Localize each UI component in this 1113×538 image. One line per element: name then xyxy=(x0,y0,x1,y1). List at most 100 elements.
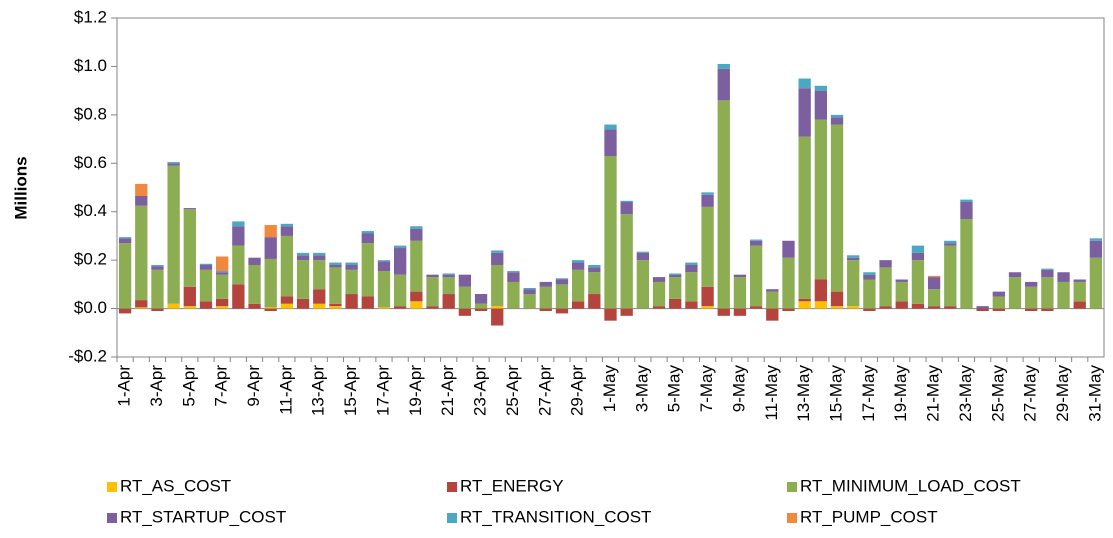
bar-segment xyxy=(749,240,763,246)
bar-segment xyxy=(620,214,633,309)
x-tick-label: 7-May xyxy=(697,365,716,413)
bar-segment xyxy=(733,277,747,309)
bar-segment xyxy=(491,252,504,265)
x-tick-label: 11-May xyxy=(762,365,781,421)
bar-segment xyxy=(717,308,730,316)
bar-segment xyxy=(895,281,908,302)
bar-segment xyxy=(636,251,650,253)
bar-segment xyxy=(216,272,229,275)
bar-segment xyxy=(571,301,585,309)
bar-segment xyxy=(669,274,682,278)
bar-segment xyxy=(555,284,569,309)
x-tick-label: 3-May xyxy=(632,365,651,413)
bar-segment xyxy=(798,88,811,137)
bar-segment xyxy=(911,303,925,309)
legend-swatch xyxy=(107,482,117,492)
bar-segment xyxy=(458,274,472,287)
bar-segment xyxy=(442,294,455,309)
bar-segment xyxy=(701,286,714,307)
bar-segment xyxy=(620,308,633,316)
bar-segment xyxy=(1073,279,1086,282)
bar-segment xyxy=(296,252,310,256)
bar-segment xyxy=(766,291,779,309)
bar-segment xyxy=(669,273,682,275)
x-tick-label: 1-May xyxy=(600,365,619,413)
bar-segment xyxy=(701,206,714,287)
bar-segment xyxy=(798,301,811,309)
bar-segment xyxy=(361,231,374,234)
bar-segment xyxy=(474,294,488,304)
bar-segment xyxy=(264,308,277,311)
x-tick-label: 5-May xyxy=(665,365,684,413)
x-tick-label: 31-May xyxy=(1085,365,1104,422)
legend-swatch xyxy=(107,513,117,523)
bar-segment xyxy=(685,264,698,273)
bar-segment xyxy=(927,289,941,307)
bar-segment xyxy=(588,264,601,268)
bar-segment xyxy=(216,274,229,299)
bar-segment xyxy=(1041,308,1054,311)
bar-segment xyxy=(927,306,941,309)
bar-segment xyxy=(167,165,180,304)
y-tick-label: $1.0 xyxy=(74,56,107,75)
bar-segment xyxy=(814,279,827,302)
bar-segment xyxy=(280,303,294,309)
bar-segment xyxy=(232,284,245,309)
bar-segment xyxy=(652,306,666,309)
bar-segment xyxy=(895,301,908,309)
bar-segment xyxy=(118,243,132,309)
bar-segment xyxy=(329,267,342,304)
bar-segment xyxy=(992,291,1005,297)
bar-segment xyxy=(361,233,374,244)
bar-segment xyxy=(151,266,164,270)
bar-segment xyxy=(798,298,811,302)
bar-segment xyxy=(426,274,439,278)
y-tick-label: $0.6 xyxy=(74,153,107,172)
x-tick-label: 25-May xyxy=(988,365,1007,422)
bar-segment xyxy=(183,208,196,210)
bar-segment xyxy=(588,294,601,309)
bar-segment xyxy=(118,308,132,314)
bar-segment xyxy=(863,308,876,311)
bar-segment xyxy=(927,275,941,278)
bar-segment xyxy=(216,306,229,309)
x-tick-label: 23-May xyxy=(956,365,975,422)
bar-segment xyxy=(555,278,569,280)
x-tick-label: 17-Apr xyxy=(373,365,392,416)
bar-segment xyxy=(361,243,374,297)
bar-segment xyxy=(1089,238,1103,241)
bar-segment xyxy=(377,261,391,272)
bar-segment xyxy=(1008,277,1022,309)
bar-segment xyxy=(1041,277,1054,309)
bar-segment xyxy=(394,248,407,275)
bar-segment xyxy=(863,272,876,275)
bar-segment xyxy=(685,272,698,302)
bar-segment xyxy=(636,252,650,261)
bar-segment xyxy=(442,274,455,278)
bar-segment xyxy=(555,308,569,314)
bar-segment xyxy=(944,245,957,307)
bar-segment xyxy=(701,306,714,309)
bar-segment xyxy=(199,301,213,309)
bar-segment xyxy=(604,129,617,157)
legend-label: RT_PUMP_COST xyxy=(800,507,938,526)
bar-segment xyxy=(701,192,714,195)
bar-segment xyxy=(377,260,391,262)
bar-segment xyxy=(733,274,747,278)
bar-segment xyxy=(313,255,326,261)
bar-segment xyxy=(830,114,844,118)
bar-segment xyxy=(749,306,763,309)
y-tick-label: -$0.2 xyxy=(68,346,107,365)
bar-segment xyxy=(329,264,342,268)
bar-segment xyxy=(749,245,763,307)
bar-segment xyxy=(911,260,925,304)
x-tick-label: 1-Apr xyxy=(115,365,134,407)
x-tick-label: 13-May xyxy=(794,365,813,422)
bar-segment xyxy=(280,296,294,304)
bar-segment xyxy=(232,245,245,285)
bar-segment xyxy=(976,306,989,309)
bar-segment xyxy=(895,279,908,282)
bar-segment xyxy=(345,262,358,265)
bar-segment xyxy=(960,199,973,203)
bar-segment xyxy=(442,273,455,275)
